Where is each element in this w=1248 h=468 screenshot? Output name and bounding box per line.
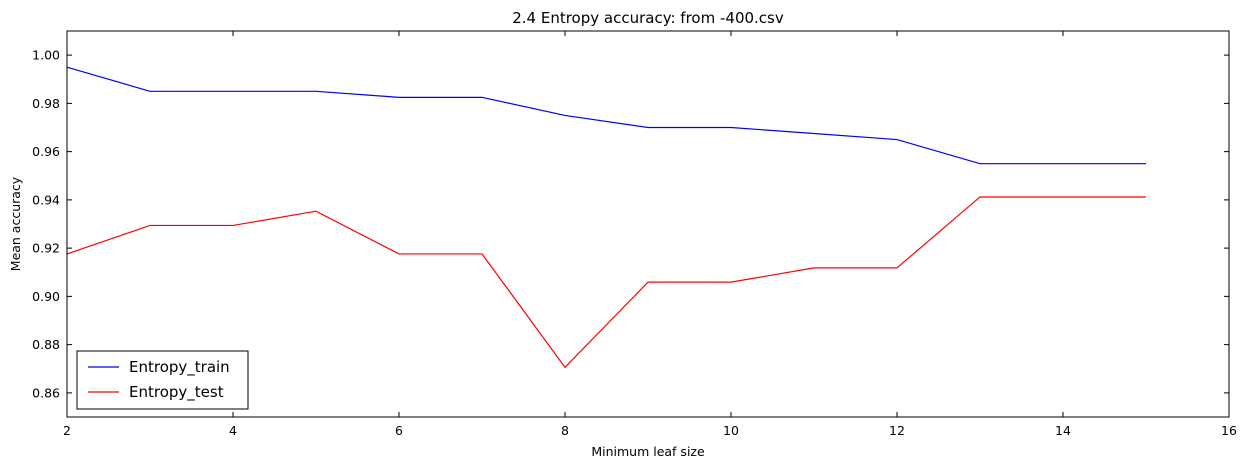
chart-title: 2.4 Entropy accuracy: from -400.csv: [512, 9, 784, 27]
x-tick-label: 6: [395, 423, 403, 438]
series-line-entropy-test: [66, 196, 1146, 369]
legend: Entropy_train Entropy_test: [76, 350, 249, 410]
y-axis-label: Mean accuracy: [8, 176, 23, 271]
x-tick-label: 10: [723, 423, 739, 438]
x-tick-label: 14: [1055, 423, 1071, 438]
x-tick-label: 2: [63, 423, 71, 438]
x-tick-label: 16: [1221, 423, 1237, 438]
y-axis: 0.86 0.88 0.90 0.92 0.94 0.96 0.98 1.00: [32, 48, 1229, 400]
legend-label: Entropy_test: [129, 383, 224, 402]
series-line-entropy-train: [66, 66, 1146, 165]
y-tick-label: 0.98: [32, 96, 60, 111]
y-tick-label: 0.88: [32, 337, 60, 352]
y-tick-label: 0.92: [32, 241, 60, 256]
y-tick-label: 0.96: [32, 144, 60, 159]
y-tick-label: 0.94: [32, 192, 60, 207]
y-tick-label: 0.90: [32, 289, 60, 304]
legend-label: Entropy_train: [129, 358, 230, 377]
plot-frame: [66, 30, 1230, 418]
x-axis: 2 4 6 8 10 12 14 16: [63, 31, 1237, 438]
legend-box: [76, 350, 249, 410]
x-tick-label: 8: [561, 423, 569, 438]
y-tick-label: 0.86: [32, 385, 60, 400]
x-tick-label: 4: [229, 423, 237, 438]
x-axis-label: Minimum leaf size: [591, 444, 705, 459]
x-tick-label: 12: [889, 423, 905, 438]
y-tick-label: 1.00: [32, 48, 60, 63]
